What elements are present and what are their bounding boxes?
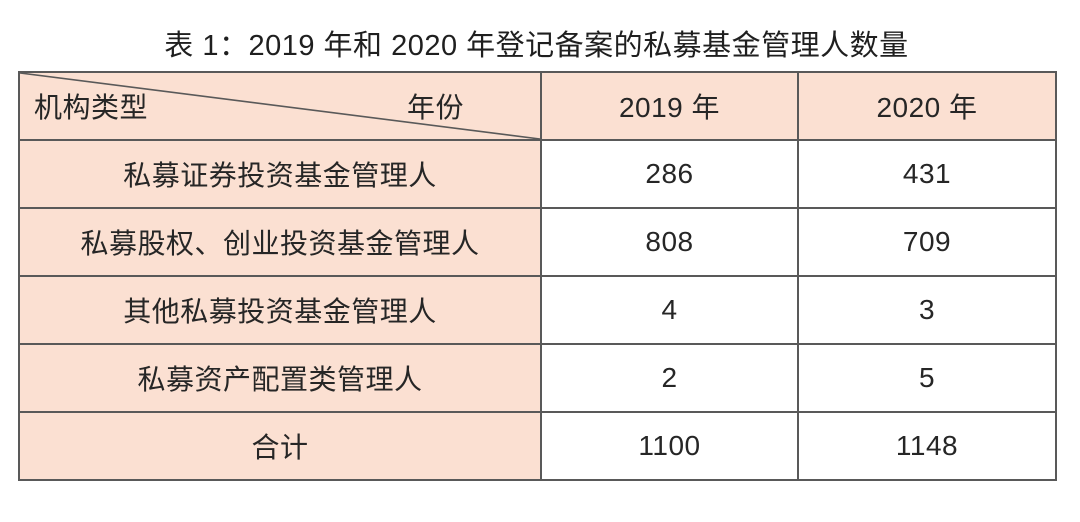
cell-value: 286	[540, 139, 799, 209]
row-label: 私募证券投资基金管理人	[18, 139, 542, 209]
cell-value: 2	[540, 343, 799, 413]
cell-value: 709	[797, 207, 1057, 277]
cell-value: 431	[797, 139, 1057, 209]
cell-value: 4	[540, 275, 799, 345]
diagonal-divider-line	[20, 73, 540, 139]
row-label: 其他私募投资基金管理人	[18, 275, 542, 345]
cell-value: 3	[797, 275, 1057, 345]
row-label: 私募资产配置类管理人	[18, 343, 542, 413]
row-label: 私募股权、创业投资基金管理人	[18, 207, 542, 277]
cell-value-total: 1148	[797, 411, 1057, 481]
data-table: 机构类型 年份 2019 年 2020 年 私募证券投资基金管理人 286 43…	[18, 71, 1057, 481]
row-axis-label: 机构类型	[34, 92, 149, 123]
table-row: 其他私募投资基金管理人 4 3	[18, 275, 1057, 345]
row-label-total: 合计	[18, 411, 542, 481]
cell-value: 5	[797, 343, 1057, 413]
cell-value-total: 1100	[540, 411, 799, 481]
header-row: 机构类型 年份 2019 年 2020 年	[18, 71, 1057, 141]
table-row: 私募证券投资基金管理人 286 431	[18, 139, 1057, 209]
table-row: 私募资产配置类管理人 2 5	[18, 343, 1057, 413]
table-row-total: 合计 1100 1148	[18, 411, 1057, 481]
column-header-2019: 2019 年	[540, 71, 799, 141]
table-row: 私募股权、创业投资基金管理人 808 709	[18, 207, 1057, 277]
cell-value: 808	[540, 207, 799, 277]
col-axis-label: 年份	[406, 92, 464, 123]
table-title: 表 1：2019 年和 2020 年登记备案的私募基金管理人数量	[164, 30, 909, 62]
corner-header-cell: 机构类型 年份	[18, 71, 542, 141]
column-header-2020: 2020 年	[797, 71, 1057, 141]
